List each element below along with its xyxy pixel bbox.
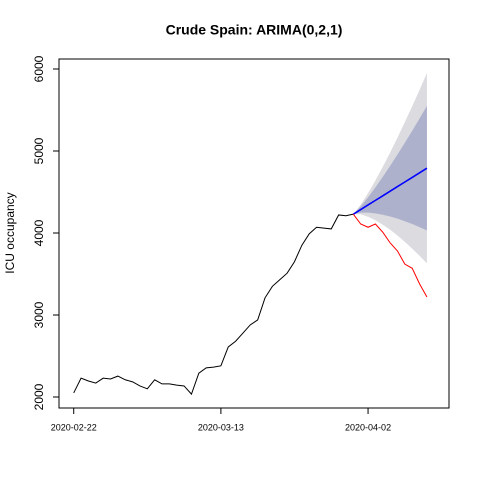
- series-line: [352, 213, 428, 298]
- x-tick-label: 2020-04-02: [345, 422, 391, 432]
- series-line: [73, 213, 354, 396]
- y-tick-label: 6000: [32, 55, 46, 82]
- plot-frame: [58, 58, 450, 409]
- series-line: [352, 167, 428, 215]
- chart-title: Crude Spain: ARIMA(0,2,1): [166, 22, 343, 38]
- y-tick-label: 4000: [32, 219, 46, 246]
- x-tick-label: 2020-03-13: [198, 422, 244, 432]
- x-tick-label: 2020-02-22: [51, 422, 97, 432]
- y-tick-label: 2000: [32, 383, 46, 410]
- y-tick-label: 5000: [32, 137, 46, 164]
- forecast-band: [353, 105, 427, 231]
- y-tick-label: 3000: [32, 301, 46, 328]
- y-axis-label: ICU occupancy: [3, 192, 17, 273]
